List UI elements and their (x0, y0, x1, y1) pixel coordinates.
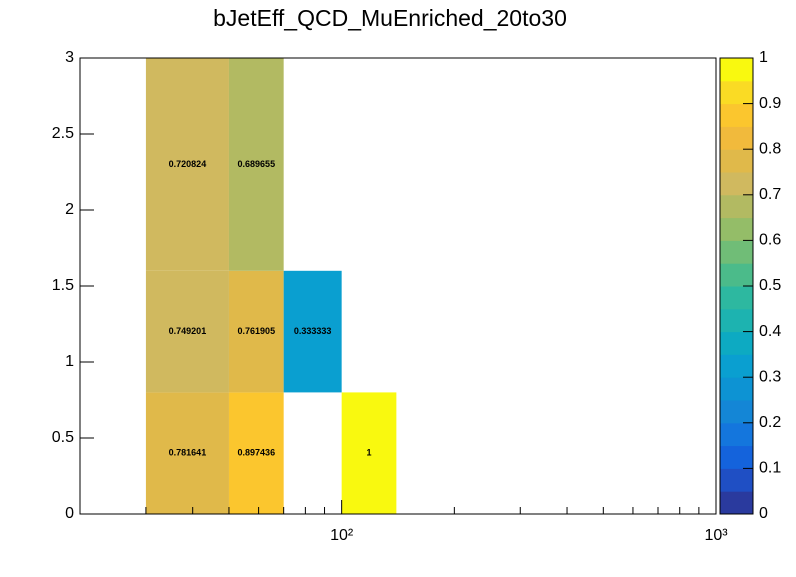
colorbar-bin (720, 80, 753, 105)
x-tick-label: 10² (330, 527, 354, 544)
heatmap-cell (145, 392, 229, 514)
y-tick-label: 3 (65, 49, 74, 66)
colorbar-bin (720, 194, 753, 219)
z-tick-label: 0.8 (759, 140, 781, 157)
y-tick-label: 2 (65, 201, 74, 218)
y-tick-label: 2.5 (52, 125, 74, 142)
cell-label: 0.761905 (238, 326, 276, 336)
heatmap-cell (145, 58, 229, 271)
z-tick-label: 0.5 (759, 277, 781, 294)
chart-title: bJetEff_QCD_MuEnriched_20to30 (213, 5, 567, 31)
colorbar-bin (720, 172, 753, 196)
colorbar-bin (720, 263, 753, 287)
colorbar-bin (720, 468, 753, 492)
y-tick-label: 1.5 (52, 277, 74, 294)
colorbar-bin (720, 58, 753, 82)
cell-label: 0.689655 (238, 159, 276, 169)
cell-label: 0.720824 (169, 159, 207, 169)
colorbar-bin (720, 422, 753, 447)
colorbar-bin (720, 354, 753, 378)
cell-label: 1 (366, 448, 371, 458)
colorbar-bin (720, 240, 753, 264)
heatmap-cell (228, 58, 284, 271)
heatmap-cell (341, 392, 397, 514)
colorbar-bin (720, 126, 753, 150)
z-tick-label: 0.3 (759, 368, 781, 385)
colorbar-bin (720, 103, 753, 127)
colorbar-bin (720, 308, 753, 333)
colorbar-bin (720, 445, 753, 469)
cell-label: 0.333333 (294, 326, 332, 336)
cell-label: 0.749201 (169, 326, 207, 336)
colorbar-bin (720, 286, 753, 310)
colorbar-bin (720, 149, 753, 173)
y-tick-label: 0 (65, 505, 74, 522)
cell-label: 0.781641 (169, 448, 207, 458)
y-tick-label: 0.5 (52, 429, 74, 446)
heatmap-cell (145, 270, 229, 393)
z-tick-label: 0 (759, 505, 768, 522)
z-tick-label: 0.6 (759, 232, 781, 249)
z-tick-label: 0.1 (759, 460, 781, 477)
x-tick-label: 10³ (704, 527, 728, 544)
colorbar-bin (720, 377, 753, 401)
heatmap-cell (228, 270, 284, 393)
colorbar-bin (720, 331, 753, 355)
colorbar-bin (720, 491, 753, 515)
z-tick-label: 0.7 (759, 186, 781, 203)
z-tick-label: 0.9 (759, 95, 781, 112)
colorbar-bin (720, 217, 753, 241)
y-tick-label: 1 (65, 353, 74, 370)
z-tick-label: 0.2 (759, 414, 781, 431)
colorbar-bin (720, 400, 753, 424)
z-tick-label: 1 (759, 49, 768, 66)
heatmap-cell (228, 392, 284, 514)
z-tick-label: 0.4 (759, 323, 781, 340)
cell-label: 0.897436 (238, 448, 276, 458)
heatmap-cell (283, 270, 342, 393)
